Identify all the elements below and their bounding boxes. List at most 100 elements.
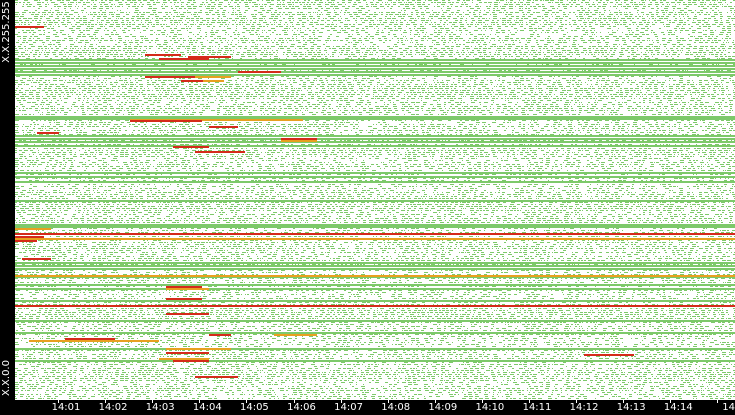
heatmap-segment-medium — [166, 288, 209, 290]
heatmap-segment-high — [65, 338, 115, 340]
heatmap-row-medium — [15, 238, 735, 240]
heatmap-segment-high — [15, 240, 37, 242]
x-tick-label: 14:08 — [381, 402, 411, 413]
heatmap-segment-medium — [281, 140, 317, 142]
heatmap-segment-high — [22, 258, 51, 260]
heatmap-segment-medium — [130, 119, 303, 121]
x-tick-mark — [58, 400, 59, 403]
heatmap-segment-high — [145, 76, 195, 78]
heatmap-row-solid — [15, 116, 735, 118]
x-tick-label: 14:04 — [192, 402, 222, 413]
heatmap-row-solid — [15, 118, 735, 120]
heatmap-segment-high — [173, 146, 209, 148]
heatmap-segment-high — [238, 71, 281, 73]
heatmap-segment-high — [195, 151, 245, 153]
x-tick-mark — [670, 400, 671, 403]
x-tick-label: 14:02 — [98, 402, 128, 413]
heatmap-segment-high — [166, 352, 209, 354]
x-tick-mark — [623, 400, 624, 403]
x-tick-mark — [388, 400, 389, 403]
x-tick-label: 14:12 — [569, 402, 599, 413]
heatmap-row-solid — [15, 288, 735, 290]
x-tick-label: 14:14 — [663, 402, 693, 413]
heatmap-row-solid — [15, 141, 735, 143]
heatmap-segment-high — [195, 376, 238, 378]
heatmap-segment-high — [166, 313, 209, 315]
heatmap-segment-high — [159, 58, 209, 60]
heatmap-row-solid — [15, 68, 735, 70]
heatmap-row-solid — [15, 360, 735, 362]
x-tick-label: 14:01 — [51, 402, 81, 413]
heatmap-segment-high — [37, 132, 59, 134]
heatmap-row-solid — [15, 181, 735, 183]
heatmap-segment-medium — [181, 76, 231, 78]
heatmap-row-solid — [15, 200, 735, 202]
heatmap-segment-high — [130, 120, 202, 122]
heatmap-segment-high — [281, 138, 317, 140]
heatmap-row-solid — [15, 320, 735, 322]
heatmap-row-solid — [15, 348, 735, 350]
heatmap-segment-high — [166, 298, 202, 300]
heatmap-row-solid — [15, 224, 735, 226]
heatmap-row-solid — [15, 138, 735, 140]
heatmap-segment-medium — [166, 348, 231, 350]
x-tick-label: 14:13 — [616, 402, 646, 413]
heatmap-segment-high — [209, 126, 238, 128]
heatmap-row-solid — [15, 226, 735, 228]
heatmap-row-solid — [15, 176, 735, 178]
heatmap-segment-medium — [274, 334, 317, 336]
x-tick-mark — [482, 400, 483, 403]
heatmap-segment-medium — [15, 228, 51, 230]
x-tick-mark — [576, 400, 577, 403]
x-tick-mark — [246, 400, 247, 403]
heatmap-segment-high — [209, 334, 231, 336]
heatmap-segment-high — [584, 354, 634, 356]
x-axis — [0, 400, 735, 415]
x-tick-mark — [199, 400, 200, 403]
heatmap-segment-high — [15, 236, 44, 238]
heatmap-row-high — [15, 305, 735, 307]
x-tick-label: 14 — [722, 402, 735, 413]
y-axis: X.X.255.255 X.X.0.0 — [0, 0, 15, 415]
x-tick-mark — [435, 400, 436, 403]
y-axis-bottom-label: X.X.0.0 — [1, 360, 12, 396]
x-tick-label: 14:05 — [239, 402, 269, 413]
heatmap-row-solid — [15, 74, 735, 76]
x-tick-mark — [294, 400, 295, 403]
heatmap-row-solid — [15, 284, 735, 286]
x-tick-mark — [341, 400, 342, 403]
heatmap-row-solid — [15, 145, 735, 147]
x-tick-mark — [105, 400, 106, 403]
heatmap-row-solid — [15, 135, 735, 137]
heatmap-segment-medium — [159, 358, 209, 360]
heatmap-row-solid — [15, 265, 735, 267]
heatmap-row-solid — [15, 71, 735, 73]
x-tick-label: 14:03 — [145, 402, 175, 413]
heatmap-row-solid — [15, 300, 735, 302]
x-tick-label: 14:10 — [475, 402, 505, 413]
heatmap-segment-high — [166, 286, 202, 288]
x-tick-label: 14:11 — [522, 402, 552, 413]
x-tick-label: 14:06 — [287, 402, 316, 413]
heatmap-row-solid — [15, 65, 735, 67]
y-axis-top-label: X.X.255.255 — [1, 1, 12, 63]
heatmap-plot — [15, 0, 735, 400]
heatmap-segment-high — [188, 56, 231, 58]
x-tick-label: 14:09 — [428, 402, 458, 413]
heatmap-row-solid — [15, 59, 735, 61]
heatmap-row-solid — [15, 262, 735, 264]
heatmap-row-high — [15, 233, 735, 235]
heatmap-row-medium — [15, 275, 735, 277]
heatmap-segment-high — [173, 360, 209, 362]
x-tick-mark — [529, 400, 530, 403]
heatmap-segment-high — [145, 54, 181, 56]
x-tick-mark — [152, 400, 153, 403]
heatmap-segment-high — [181, 80, 203, 82]
heatmap-segment-high — [15, 26, 44, 28]
heatmap-row-solid — [15, 332, 735, 334]
heatmap-row-solid — [15, 62, 735, 64]
x-tick-label: 14:07 — [334, 402, 364, 413]
heatmap-segment-medium — [29, 340, 159, 342]
heatmap-row-solid — [15, 172, 735, 174]
